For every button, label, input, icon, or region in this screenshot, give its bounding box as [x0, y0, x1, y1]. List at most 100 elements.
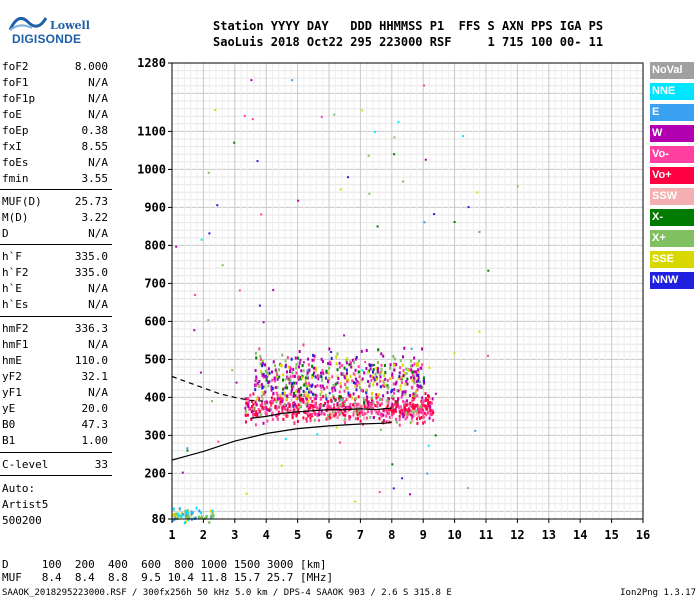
echo-point [272, 391, 275, 395]
echo-point [271, 370, 273, 374]
header-line-1: Station YYYY DAY DDD HHMMSS P1 FFS S AXN… [213, 19, 604, 33]
echo-point [425, 404, 428, 408]
noise-point [327, 414, 330, 416]
echo-point [286, 386, 289, 390]
echo-point [262, 406, 265, 410]
y-tick-label: 600 [144, 314, 166, 328]
echo-point [307, 414, 310, 418]
echo-point [311, 358, 314, 362]
echo-point [391, 372, 394, 376]
echo-point [260, 370, 263, 374]
echo-point [352, 392, 355, 396]
echo-point [211, 514, 214, 518]
y-tick-label: 400 [144, 390, 166, 404]
echo-point [269, 400, 272, 404]
param-name: yE [2, 402, 16, 415]
noise-point [453, 352, 456, 355]
echo-point [415, 370, 417, 374]
echo-point [249, 393, 252, 397]
echo-point [405, 367, 408, 371]
echo-point [314, 369, 317, 373]
echo-point [298, 407, 301, 411]
echo-point [356, 384, 359, 388]
echo-point [302, 416, 305, 420]
echo-point [400, 375, 403, 379]
echo-point [398, 405, 400, 409]
noise-point [467, 487, 469, 490]
echo-point [187, 513, 190, 517]
echo-point [415, 389, 418, 393]
noise-point [262, 321, 265, 324]
param-row-fxi: fxI 8.55 [2, 140, 108, 154]
param-name: B1 [2, 434, 16, 447]
echo-point [395, 380, 398, 384]
echo-point [411, 370, 414, 374]
echo-point [328, 410, 331, 414]
echo-point [365, 404, 368, 408]
echo-point [369, 367, 372, 371]
echo-point [392, 354, 395, 358]
echo-point [376, 400, 379, 404]
echo-point [345, 386, 348, 390]
echo-point [296, 408, 299, 412]
param-name: fmin [2, 172, 29, 185]
noise-point [478, 230, 481, 233]
echo-point [387, 400, 390, 404]
echo-point [286, 413, 289, 417]
echo-point [261, 383, 263, 387]
echo-point [256, 381, 259, 385]
echo-point [305, 419, 308, 423]
echo-point [301, 374, 304, 378]
file-info: SAAOK_2018295223000.RSF / 300fx256h 50 k… [2, 588, 452, 598]
echo-point [346, 380, 349, 384]
echo-point [208, 521, 211, 524]
echo-point [309, 413, 312, 417]
param-value: 3.55 [81, 172, 109, 185]
echo-point [299, 358, 302, 362]
echo-point [245, 420, 247, 424]
echo-point [327, 400, 330, 404]
echo-point [375, 410, 378, 414]
echo-point [251, 410, 254, 414]
echo-point [305, 402, 308, 406]
echo-point [320, 375, 323, 379]
echo-point [420, 399, 423, 403]
param-value: 20.0 [81, 402, 109, 415]
echo-point [299, 377, 302, 381]
echo-point [334, 388, 337, 392]
echo-point [331, 389, 334, 393]
echo-point [395, 420, 398, 424]
echo-point [402, 415, 405, 419]
echo-point [335, 415, 338, 419]
echo-point [287, 365, 290, 369]
echo-point [385, 409, 388, 413]
echo-point [346, 411, 349, 414]
echo-point [309, 416, 312, 420]
param-row-foes: foEs N/A [2, 156, 108, 170]
legend-item-w: W [650, 125, 694, 142]
echo-point [356, 379, 359, 383]
echo-point [344, 413, 347, 417]
echo-point [413, 379, 415, 383]
echo-point [330, 356, 333, 360]
echo-point [275, 400, 278, 404]
echo-point [311, 413, 313, 416]
noise-point [193, 329, 196, 332]
echo-point [422, 376, 425, 380]
echo-point [407, 412, 410, 416]
param-row-b0: B0 47.3 [2, 418, 108, 432]
echo-point [410, 376, 413, 380]
noise-point [476, 191, 479, 194]
noise-point [380, 428, 382, 431]
echo-point [377, 348, 380, 352]
echo-point [274, 364, 277, 368]
plot-frame [171, 62, 644, 520]
echo-point [406, 382, 409, 386]
echo-point [268, 371, 271, 375]
param-row-hmf1: hmF1 N/A [2, 338, 108, 352]
echo-point [416, 384, 419, 388]
echo-point [365, 391, 368, 395]
echo-point [377, 395, 380, 399]
echo-point [349, 415, 352, 419]
noise-point [272, 289, 275, 292]
